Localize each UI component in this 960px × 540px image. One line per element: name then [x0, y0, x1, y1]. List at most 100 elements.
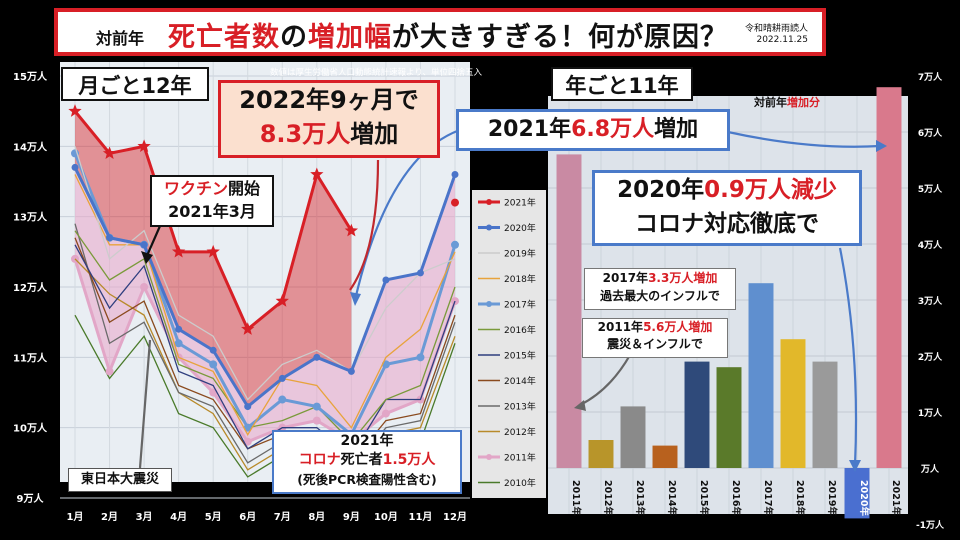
callout-2020: 2020年0.9万人減少 コロナ対応徹底で: [592, 170, 862, 246]
annotation-arrows: [138, 126, 881, 469]
series-line: [74, 230, 456, 443]
arrow-2021-to-bar: [727, 130, 881, 148]
left-y-tick-label: 10万人: [13, 422, 48, 435]
left-x-tick-label: 10月: [374, 511, 398, 523]
left-bands: [75, 111, 455, 442]
point: [140, 283, 149, 291]
left-title-box: [61, 67, 209, 101]
point: [416, 269, 424, 277]
band-2020-vs-2011: [75, 167, 455, 442]
point: [175, 325, 183, 333]
callout-vaccine: ワクチン開始 2021年3月: [150, 175, 274, 227]
right-x-tick-label: 2020年: [858, 480, 870, 516]
bar-2016年: [716, 367, 742, 468]
right-y-tick-label: -1万人: [916, 519, 945, 531]
callout-2017: 2017年3.3万人増加 過去最大のインフルで: [584, 268, 736, 310]
left-x-tick-label: 3月: [136, 511, 153, 523]
legend-label: 2019年: [504, 248, 536, 260]
legend-label: 2016年: [504, 324, 536, 336]
legend-label: 2021年: [504, 197, 536, 209]
bar-2013年: [620, 406, 646, 468]
legend-label: 2013年: [504, 401, 536, 413]
left-x-tick-label: 5月: [205, 511, 222, 523]
legend-marker: [486, 454, 492, 460]
right-x-tick-label: 2011年: [570, 480, 582, 516]
left-y-tick-label: 12万人: [13, 281, 48, 294]
left-x-ticks: 1月 2月 3月 4月 5月 6月 7月 8月 9月 10月 11月 12月: [67, 511, 467, 523]
arrow-2011: [579, 354, 631, 406]
arrow-vaccine: [144, 225, 162, 259]
bar-2018年: [780, 339, 806, 468]
point: [209, 388, 218, 397]
left-y-tick-label: 14万人: [13, 140, 48, 153]
right-title-box: [551, 67, 693, 101]
point: [244, 403, 252, 411]
legend-label: 2017年: [504, 299, 536, 311]
point: [312, 416, 321, 425]
bar-2020-label-bg: [844, 472, 870, 514]
series-line: [74, 146, 456, 401]
left-x-tick-label: 8月: [308, 511, 325, 523]
banner-title: 死亡者数の増加幅が大きすぎる！何が原因？: [168, 22, 728, 53]
point: [313, 353, 321, 361]
point-2021: [241, 322, 255, 335]
banner-source: 令和晴耕雨読人 2022.11.25: [744, 24, 808, 45]
right-x-ticks: 2011年 2012年 2013年 2014年 2015年 2016年 2017年 2018年…: [570, 480, 902, 516]
right-x-tick-label: 2018年: [794, 480, 806, 516]
point: [106, 234, 114, 242]
left-x-tick-label: 11月: [408, 511, 432, 523]
legend-label: 2012年: [504, 426, 536, 438]
right-x-tick-label: 2019年: [826, 480, 838, 516]
legend-label: 2011年: [504, 452, 536, 464]
left-x-tick-label: 4月: [170, 511, 187, 523]
point-2021: [137, 139, 151, 152]
callout-covid: 2021年 コロナ死亡者1.5万人 (死後PCR検査陽性含む): [272, 430, 462, 494]
right-y-tick-label: 7万人: [918, 71, 943, 83]
right-x-tick-label: 2017年: [762, 480, 774, 516]
series-2016年: [74, 230, 456, 443]
legend-box: [472, 190, 546, 498]
bar-2015年: [684, 361, 710, 468]
right-x-tick-label: 2012年: [602, 480, 614, 516]
bar-2017年: [748, 283, 774, 468]
bar-2014年: [652, 445, 678, 468]
series-2020年: [71, 163, 459, 411]
callout-quake: 東日本大震災: [68, 468, 172, 492]
data-source-note: 数値は厚生労働省人口動態統計速報より、単位四捨五入: [270, 68, 482, 78]
series-line: [73, 258, 457, 444]
right-y-tick-label: 6万人: [918, 127, 943, 139]
right-y-tick-label: 3万人: [918, 295, 943, 307]
right-bars: [556, 87, 902, 519]
point-2021: [310, 167, 324, 181]
left-chart-title: 月ごと12年: [77, 74, 191, 98]
right-chart-title: 年ごと11年: [565, 74, 678, 98]
point: [243, 423, 252, 432]
right-y-tick-label: 万人: [920, 463, 940, 475]
right-x-tick-label: 2016年: [730, 480, 742, 516]
series-2021年: [68, 104, 359, 335]
right-y-tick-label: 5万人: [918, 183, 943, 195]
right-y-tick-label: 4万人: [918, 239, 943, 251]
right-x-tick-label: 2013年: [634, 480, 646, 516]
left-x-tick-label: 1月: [67, 511, 84, 523]
point-2021: [68, 104, 82, 117]
title-banner: 対前年 死亡者数の増加幅が大きすぎる！何が原因？ 令和晴耕雨読人 2022.11.…: [54, 8, 826, 56]
arrow-2021-to-left: [353, 126, 467, 301]
point: [278, 395, 287, 404]
right-corner-label: 対前年増加分: [753, 95, 820, 109]
point: [209, 360, 218, 369]
left-y-tick-label: 11万人: [13, 351, 48, 364]
callout-2021: 2021年6.8万人増加: [456, 109, 730, 151]
point: [278, 374, 286, 382]
point: [71, 163, 79, 171]
arrow-quake: [138, 339, 152, 469]
bar-2012年: [588, 440, 614, 468]
point: [243, 437, 252, 446]
series-line: [74, 244, 456, 457]
point-2021: [344, 223, 359, 237]
arrow-2022: [349, 159, 380, 291]
left-y-tick-label: 13万人: [13, 211, 48, 224]
left-y-tick-label: 15万人: [13, 70, 48, 83]
legend-label: 2018年: [504, 273, 536, 285]
